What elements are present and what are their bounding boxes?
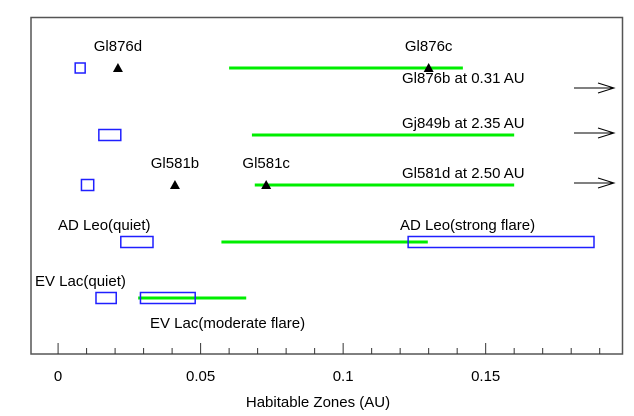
x-tick-label: 0.15 xyxy=(471,368,500,385)
offscale-planet-label: Gl581d at 2.50 AU xyxy=(402,165,525,182)
zone-box xyxy=(95,291,117,305)
x-tick-label: 0.1 xyxy=(333,368,354,385)
planet-label: Gl876d xyxy=(94,38,142,55)
arrow-right-icon xyxy=(574,177,616,189)
row-0: Gl876d Gl876c Gl876b at 0.31 AU xyxy=(74,38,616,94)
x-tick-label: 0.05 xyxy=(186,368,215,385)
zone-box xyxy=(80,178,95,192)
arrow-right-icon xyxy=(574,82,616,94)
plot-frame xyxy=(30,16,624,355)
chart-marks: Gl876d Gl876c Gl876b at 0.31 AU Gj849b at 2… xyxy=(35,38,616,332)
zone-box xyxy=(74,62,86,74)
x-tick-label: 0 xyxy=(54,368,62,385)
zone-box xyxy=(139,291,196,305)
planet-marker xyxy=(423,63,434,72)
zone-box xyxy=(120,235,154,249)
zone-box xyxy=(98,128,122,142)
row-3: AD Leo(quiet) AD Leo(strong flare) xyxy=(58,217,595,249)
offscale-planet-label: Gj849b at 2.35 AU xyxy=(402,115,525,132)
x-axis: 0 0.05 0.1 0.15 xyxy=(54,343,601,385)
planet-label: Gl876c xyxy=(405,38,453,55)
zone-box-label: AD Leo(strong flare) xyxy=(400,217,535,234)
row-4: EV Lac(quiet) EV Lac(moderate flare) xyxy=(35,273,305,332)
row-1: Gj849b at 2.35 AU xyxy=(98,115,616,142)
zone-box-label: AD Leo(quiet) xyxy=(58,217,151,234)
zone-box xyxy=(407,235,595,249)
planet-marker xyxy=(261,180,272,189)
offscale-planet-label: Gl876b at 0.31 AU xyxy=(402,70,525,87)
zone-box-label: EV Lac(quiet) xyxy=(35,273,126,290)
row-2: Gl581b Gl581c Gl581d at 2.50 AU xyxy=(80,155,616,192)
arrow-right-icon xyxy=(574,127,616,139)
zone-box-label: EV Lac(moderate flare) xyxy=(150,315,305,332)
planet-marker xyxy=(169,180,180,189)
x-axis-label: Habitable Zones (AU) xyxy=(246,394,390,411)
planet-label: Gl581b xyxy=(151,155,199,172)
planet-label: Gl581c xyxy=(242,155,290,172)
planet-marker xyxy=(112,63,123,72)
